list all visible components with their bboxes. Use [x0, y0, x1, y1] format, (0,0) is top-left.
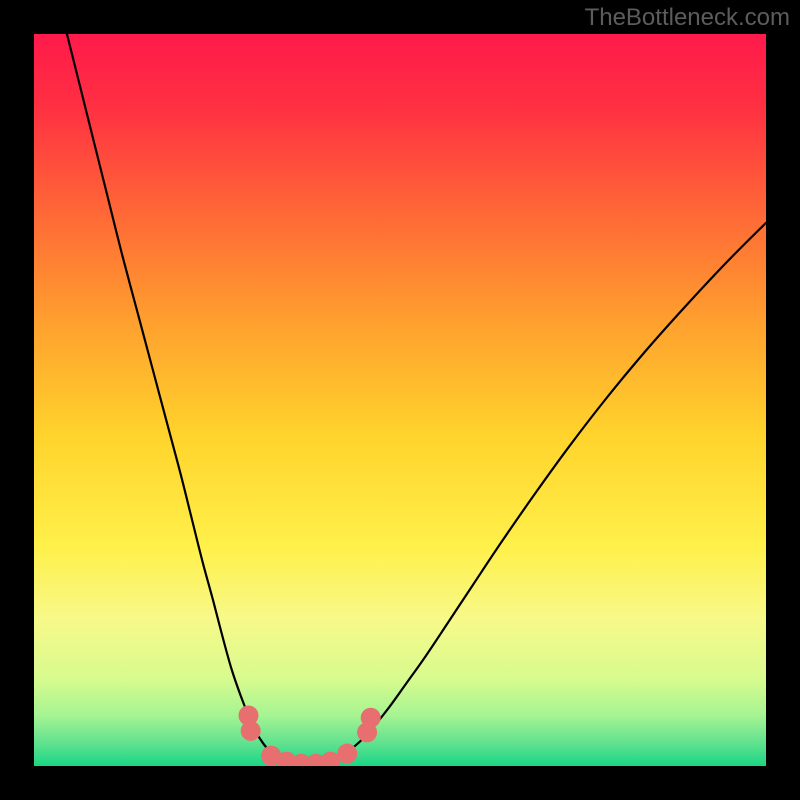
- data-dot: [361, 708, 381, 728]
- chart-stage: TheBottleneck.com: [0, 0, 800, 800]
- bottleneck-curve-plot: [34, 34, 766, 766]
- data-dot: [241, 721, 261, 741]
- plot-background: [34, 34, 766, 766]
- watermark-text: TheBottleneck.com: [585, 4, 790, 32]
- data-dot: [337, 744, 357, 764]
